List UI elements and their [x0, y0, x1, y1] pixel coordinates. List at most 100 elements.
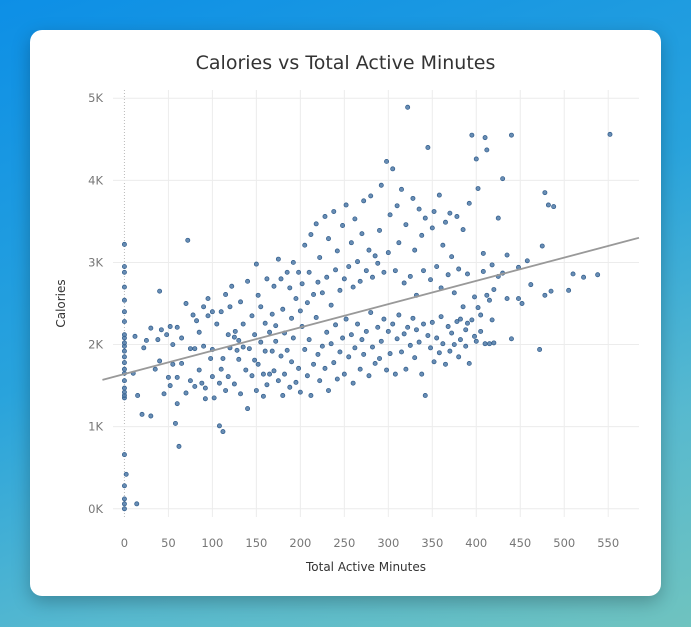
data-point	[361, 198, 367, 204]
data-point	[245, 278, 251, 284]
data-point	[227, 304, 233, 310]
data-point	[440, 242, 446, 248]
data-point	[489, 262, 495, 268]
data-point	[422, 215, 428, 221]
data-point	[372, 360, 378, 366]
data-point	[328, 302, 334, 308]
data-point	[331, 209, 337, 214]
data-point	[225, 374, 231, 380]
data-point	[121, 385, 127, 391]
data-point	[326, 236, 331, 242]
data-point	[405, 324, 411, 330]
data-point	[407, 273, 413, 279]
data-point	[121, 366, 127, 372]
x-axis-ticks: 0 50 100 150 200 250 300 350 400 450 500 550	[121, 536, 619, 550]
data-point	[225, 332, 231, 338]
data-point	[121, 378, 127, 384]
data-point	[524, 258, 530, 264]
data-point	[282, 371, 287, 377]
data-point	[170, 361, 176, 367]
data-point	[135, 393, 141, 398]
data-point	[313, 315, 319, 320]
data-point	[190, 312, 196, 318]
data-point	[359, 337, 365, 343]
data-point	[121, 452, 127, 458]
x-tick-label: 200	[289, 536, 311, 550]
data-point	[363, 268, 369, 274]
data-point	[449, 254, 455, 260]
data-point	[255, 361, 261, 367]
data-point	[287, 285, 293, 291]
data-point	[299, 281, 305, 287]
data-point	[252, 332, 258, 338]
data-point	[223, 292, 229, 297]
x-tick-label: 150	[245, 536, 267, 550]
data-point	[262, 320, 268, 326]
data-point	[385, 328, 391, 334]
data-point	[157, 288, 163, 294]
data-point	[478, 328, 484, 334]
data-point	[341, 371, 347, 377]
data-point	[473, 156, 479, 162]
data-point	[205, 313, 211, 319]
data-point	[361, 351, 367, 357]
data-point	[372, 253, 378, 259]
trend-line	[102, 236, 640, 381]
data-point	[381, 269, 387, 275]
data-point	[132, 333, 138, 339]
y-tick-label: 2K	[88, 338, 103, 352]
data-point	[396, 240, 402, 246]
data-point	[319, 290, 325, 296]
data-point	[121, 389, 127, 395]
data-point	[377, 356, 382, 361]
data-point	[170, 342, 176, 348]
data-point	[384, 367, 390, 373]
data-point	[352, 216, 358, 222]
data-point	[457, 337, 463, 343]
data-point	[121, 284, 127, 290]
data-point	[121, 501, 127, 507]
data-point	[311, 292, 316, 297]
data-point	[429, 319, 435, 325]
data-point	[363, 328, 369, 334]
data-point	[158, 327, 164, 333]
data-point	[308, 232, 314, 237]
data-point	[405, 104, 411, 110]
data-point	[331, 360, 337, 366]
data-point	[121, 319, 127, 325]
data-point	[167, 324, 173, 329]
data-point	[480, 269, 486, 274]
y-tick-label: 5K	[88, 91, 103, 105]
data-point	[192, 383, 198, 389]
data-point	[185, 237, 191, 243]
scatter-plot: 0 50 100 150 200 250 300 350 400 450 500 550 0K 1K 2K…	[54, 90, 640, 574]
data-point	[359, 231, 365, 237]
data-point	[447, 210, 453, 216]
data-point	[428, 345, 433, 351]
data-point	[306, 269, 312, 275]
data-point	[231, 381, 237, 387]
data-point	[542, 292, 548, 298]
data-point	[238, 299, 243, 305]
data-point	[179, 335, 185, 341]
data-point	[472, 294, 477, 300]
data-point	[143, 338, 149, 343]
data-point	[284, 347, 290, 353]
data-point	[187, 346, 193, 352]
data-point	[457, 316, 463, 322]
data-point	[183, 390, 189, 396]
data-point	[218, 366, 224, 372]
data-point	[377, 227, 382, 233]
data-point	[297, 308, 303, 314]
data-point	[504, 296, 510, 302]
data-point	[174, 374, 180, 380]
data-point	[401, 280, 407, 286]
data-point	[463, 343, 469, 349]
data-point	[495, 215, 501, 221]
data-point	[280, 393, 286, 398]
data-point	[326, 388, 331, 393]
data-point	[218, 309, 224, 315]
data-point	[121, 496, 127, 502]
data-point	[504, 252, 510, 258]
data-point	[341, 276, 347, 282]
